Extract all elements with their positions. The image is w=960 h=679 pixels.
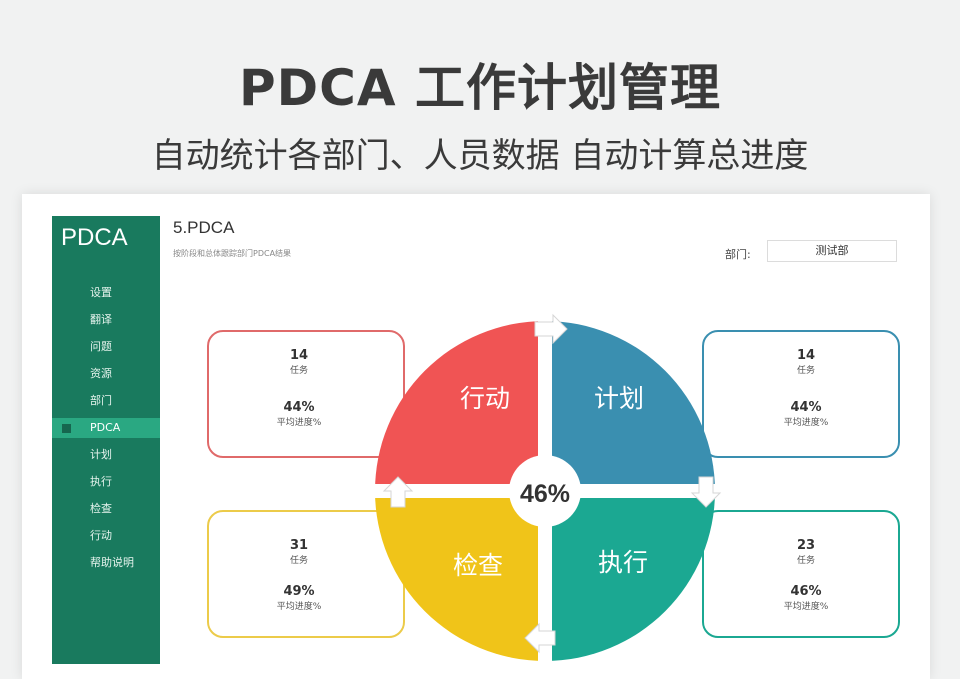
sidebar-item-settings[interactable]: 设置 bbox=[90, 286, 112, 299]
active-marker-icon bbox=[62, 424, 71, 433]
plan-progress-value: 44% bbox=[790, 400, 822, 415]
act-label: 行动 bbox=[460, 384, 510, 413]
arrow-down-icon bbox=[690, 476, 722, 508]
sidebar-item-label: PDCA bbox=[90, 421, 121, 434]
page-title: 5.PDCA bbox=[173, 218, 235, 237]
department-label: 部门: bbox=[725, 248, 751, 261]
check-progress-value: 49% bbox=[283, 584, 315, 599]
sidebar-item-departments[interactable]: 部门 bbox=[90, 394, 112, 407]
do-quadrant[interactable] bbox=[545, 491, 715, 661]
sidebar: PDCA 设置 翻译 问题 资源 部门 PDCA 计划 执行 检查 行动 帮助说… bbox=[52, 216, 160, 664]
act-progress-label: 平均进度% bbox=[276, 418, 322, 428]
sidebar-title: PDCA bbox=[61, 224, 128, 251]
banner-title: PDCA 工作计划管理 bbox=[239, 59, 721, 117]
check-tasks-label: 任务 bbox=[289, 556, 308, 566]
arrow-left-icon bbox=[524, 622, 556, 654]
act-tasks-value: 14 bbox=[289, 348, 309, 363]
plan-tasks-value: 14 bbox=[796, 348, 816, 363]
sidebar-item-issues[interactable]: 问题 bbox=[90, 340, 112, 353]
sidebar-item-pdca[interactable]: PDCA bbox=[52, 418, 160, 438]
act-quadrant[interactable] bbox=[375, 321, 545, 491]
do-tasks-label: 任务 bbox=[796, 556, 815, 566]
act-panel: 14 任务 44% 平均进度% bbox=[207, 330, 405, 458]
sidebar-item-act[interactable]: 行动 bbox=[90, 529, 112, 542]
do-progress-value: 46% bbox=[790, 584, 822, 599]
sidebar-item-plan[interactable]: 计划 bbox=[90, 448, 112, 461]
page-description: 按阶段和总体跟踪部门PDCA结果 bbox=[173, 249, 292, 258]
plan-progress-label: 平均进度% bbox=[783, 418, 829, 428]
center-circle bbox=[509, 455, 581, 527]
sidebar-item-do[interactable]: 执行 bbox=[90, 475, 112, 488]
sidebar-item-check[interactable]: 检查 bbox=[90, 502, 112, 515]
department-select[interactable]: 测试部 bbox=[767, 240, 897, 262]
banner-subtitle: 自动统计各部门、人员数据 自动计算总进度 bbox=[151, 136, 809, 176]
check-progress-label: 平均进度% bbox=[276, 602, 322, 612]
pdca-circle-chart: 行动 计划 检查 执行 46% bbox=[366, 312, 724, 672]
overall-progress-value: 46% bbox=[520, 480, 570, 508]
sidebar-item-resources[interactable]: 资源 bbox=[90, 367, 112, 380]
do-label: 执行 bbox=[598, 548, 648, 577]
arrow-right-icon bbox=[534, 313, 568, 345]
check-quadrant[interactable] bbox=[375, 491, 545, 661]
check-tasks-value: 31 bbox=[289, 538, 309, 553]
plan-label: 计划 bbox=[594, 384, 644, 413]
sidebar-item-translate[interactable]: 翻译 bbox=[90, 313, 112, 326]
arrow-up-icon bbox=[382, 476, 414, 508]
act-tasks-label: 任务 bbox=[289, 366, 308, 376]
do-tasks-value: 23 bbox=[796, 538, 816, 553]
plan-quadrant[interactable] bbox=[545, 321, 715, 491]
check-panel: 31 任务 49% 平均进度% bbox=[207, 510, 405, 638]
do-progress-label: 平均进度% bbox=[783, 602, 829, 612]
do-panel: 23 任务 46% 平均进度% bbox=[702, 510, 900, 638]
plan-panel: 14 任务 44% 平均进度% bbox=[702, 330, 900, 458]
check-label: 检查 bbox=[453, 551, 503, 580]
act-progress-value: 44% bbox=[283, 400, 315, 415]
plan-tasks-label: 任务 bbox=[796, 366, 815, 376]
app-window: PDCA 设置 翻译 问题 资源 部门 PDCA 计划 执行 检查 行动 帮助说… bbox=[22, 194, 930, 679]
sidebar-item-help[interactable]: 帮助说明 bbox=[90, 556, 134, 569]
